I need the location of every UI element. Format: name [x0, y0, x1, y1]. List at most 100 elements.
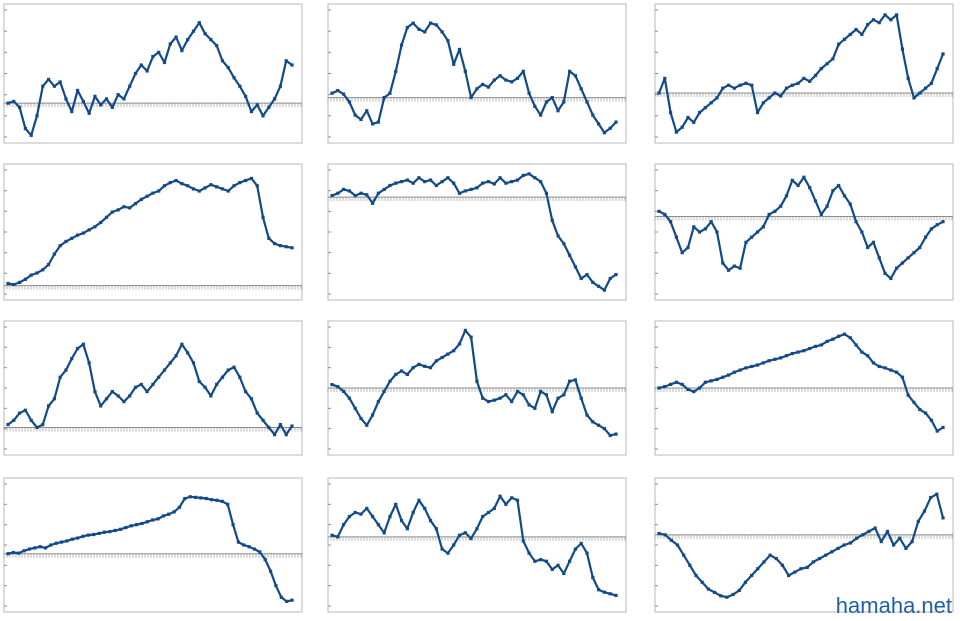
data-point	[731, 592, 735, 597]
data-point	[156, 517, 160, 521]
data-point	[802, 175, 806, 179]
data-point	[744, 366, 748, 370]
data-point	[935, 223, 939, 227]
data-point	[446, 39, 450, 43]
data-point	[929, 495, 933, 500]
data-point	[562, 100, 566, 104]
data-point	[579, 87, 583, 91]
data-point	[808, 185, 812, 190]
data-point	[469, 187, 473, 191]
data-point	[162, 60, 167, 65]
data-point	[750, 364, 754, 369]
data-point	[411, 366, 415, 370]
data-point	[261, 418, 265, 422]
data-point	[151, 382, 155, 387]
data-point	[232, 76, 236, 80]
data-point	[819, 343, 823, 347]
data-point	[341, 92, 346, 96]
data-point	[706, 587, 710, 591]
data-point	[236, 540, 241, 544]
data-point	[382, 531, 386, 535]
data-point	[504, 502, 508, 506]
data-point	[330, 91, 334, 95]
data-point	[191, 187, 196, 191]
data-point	[365, 423, 369, 427]
data-point	[929, 418, 934, 422]
data-point	[867, 529, 871, 534]
plot-frame	[654, 3, 954, 144]
data-point	[831, 57, 835, 61]
data-point	[110, 389, 114, 394]
data-point	[197, 21, 201, 25]
data-point	[837, 42, 841, 46]
data-point	[274, 584, 278, 588]
data-point	[54, 541, 58, 545]
data-point	[452, 543, 456, 547]
data-point	[533, 176, 537, 180]
plot-frame	[3, 163, 303, 301]
data-point	[784, 86, 789, 90]
chart-panel	[3, 477, 303, 613]
data-point	[151, 191, 155, 195]
data-point	[469, 335, 473, 339]
data-point	[382, 389, 386, 393]
data-point	[244, 94, 248, 98]
data-point	[793, 570, 797, 574]
data-point	[475, 87, 479, 91]
data-point	[510, 399, 514, 404]
plot-frame	[654, 163, 954, 301]
data-point	[784, 194, 789, 198]
data-point	[808, 79, 812, 83]
data-point	[755, 230, 760, 234]
data-point	[475, 379, 479, 383]
data-point	[157, 189, 161, 193]
data-point	[226, 65, 230, 70]
data-point	[918, 407, 922, 412]
chart-panel	[3, 3, 303, 144]
data-point	[215, 185, 219, 189]
data-point	[912, 251, 916, 255]
data-point	[162, 368, 167, 372]
data-point	[124, 525, 128, 530]
data-point	[521, 173, 525, 178]
data-point	[376, 399, 380, 404]
data-point	[906, 76, 910, 80]
data-point	[12, 282, 16, 287]
data-point	[255, 103, 259, 107]
data-point	[417, 27, 421, 31]
data-point	[521, 393, 525, 397]
data-point	[675, 543, 680, 547]
data-point	[347, 100, 351, 104]
data-point	[87, 361, 91, 365]
data-point	[231, 523, 235, 527]
data-point	[267, 425, 271, 430]
data-point	[910, 540, 914, 544]
data-point	[544, 393, 549, 397]
data-point	[452, 349, 456, 353]
data-point	[883, 13, 887, 17]
data-point	[35, 114, 39, 118]
data-point	[220, 375, 225, 379]
data-point	[52, 84, 56, 88]
data-point	[837, 334, 841, 338]
data-point	[97, 531, 101, 535]
data-point	[353, 193, 357, 198]
data-point	[767, 359, 771, 363]
data-point	[285, 599, 289, 603]
data-point	[423, 180, 427, 184]
data-point	[49, 543, 53, 547]
data-point	[510, 496, 514, 500]
data-point	[768, 553, 772, 557]
data-point	[370, 122, 375, 126]
data-point	[353, 113, 357, 117]
data-point	[726, 83, 731, 87]
data-point	[423, 30, 427, 34]
data-point	[784, 354, 789, 358]
data-point	[347, 514, 351, 519]
data-point	[394, 502, 398, 506]
data-point	[486, 510, 491, 515]
data-point	[27, 547, 32, 551]
data-point	[102, 530, 107, 534]
data-point	[808, 346, 812, 351]
data-point	[674, 380, 678, 384]
